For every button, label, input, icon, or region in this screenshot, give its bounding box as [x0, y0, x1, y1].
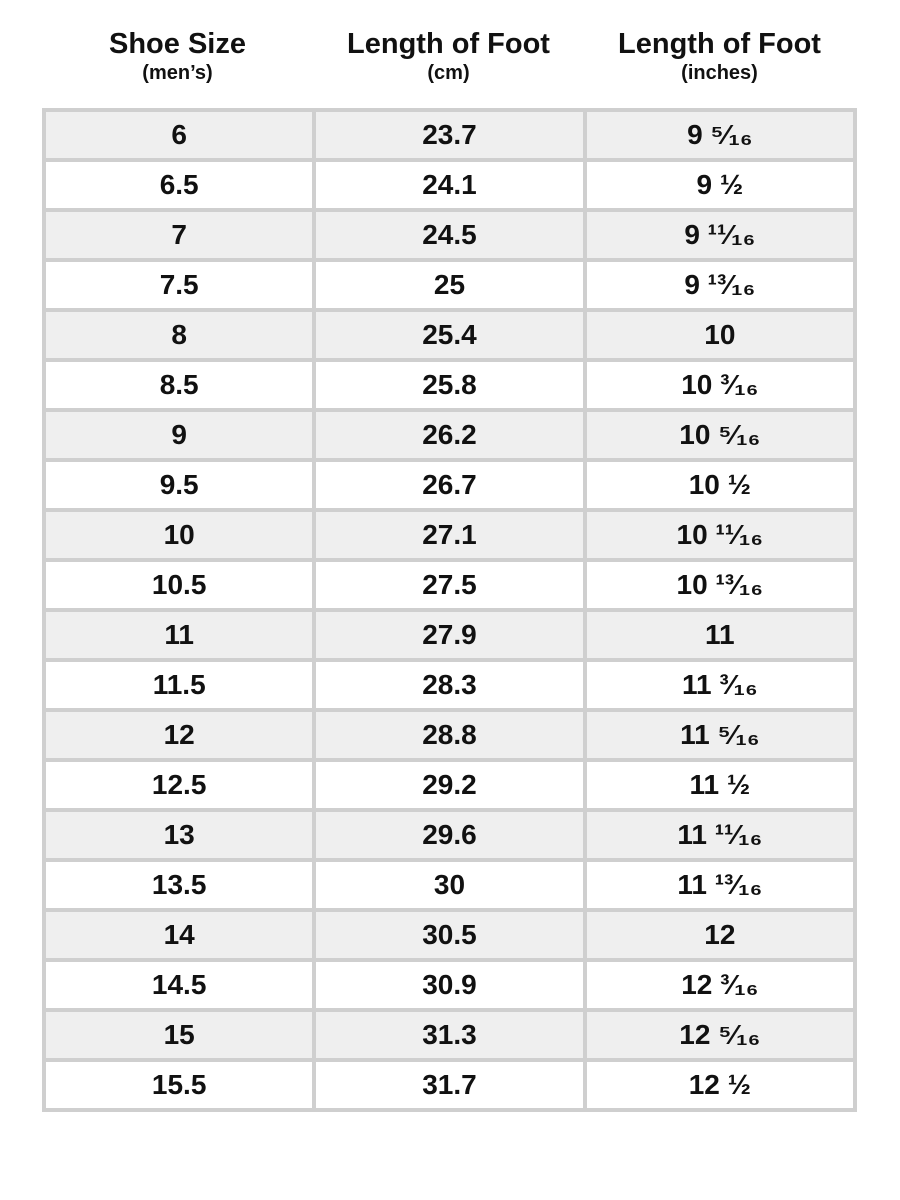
table-row: 10.5 27.5 10 ¹³⁄₁₆: [41, 558, 858, 612]
inches-cell: 12 ½: [582, 1058, 858, 1112]
cm-cell: 25.8: [312, 358, 587, 412]
table-row: 7.5 25 9 ¹³⁄₁₆: [41, 258, 858, 312]
column-unit: (inches): [681, 62, 758, 84]
shoe-size-cell: 8.5: [41, 358, 317, 412]
inches-cell: 10 ³⁄₁₆: [582, 358, 858, 412]
inches-cell: 12: [582, 908, 858, 962]
shoe-size-cell: 10: [41, 508, 317, 562]
shoe-size-cell: 13.5: [41, 858, 317, 912]
cm-cell: 30.5: [312, 908, 587, 962]
table-row: 15.5 31.7 12 ½: [41, 1058, 858, 1112]
inches-cell: 12 ³⁄₁₆: [582, 958, 858, 1012]
cm-cell: 26.7: [312, 458, 587, 512]
inches-cell: 11 ³⁄₁₆: [582, 658, 858, 712]
shoe-size-cell: 7: [41, 208, 317, 262]
inches-cell: 10 ½: [582, 458, 858, 512]
shoe-size-cell: 9: [41, 408, 317, 462]
shoe-size-cell: 13: [41, 808, 317, 862]
inches-cell: 9 ¹¹⁄₁₆: [582, 208, 858, 262]
inches-cell: 10 ⁵⁄₁₆: [582, 408, 858, 462]
inches-cell: 10: [582, 308, 858, 362]
shoe-size-cell: 14: [41, 908, 317, 962]
table-row: 7 24.5 9 ¹¹⁄₁₆: [41, 208, 858, 262]
cm-cell: 29.2: [312, 758, 587, 812]
inches-cell: 11 ¹¹⁄₁₆: [582, 808, 858, 862]
column-title: Length of Foot: [618, 28, 821, 60]
cm-cell: 30.9: [312, 958, 587, 1012]
cm-cell: 28.8: [312, 708, 587, 762]
shoe-size-cell: 11.5: [41, 658, 317, 712]
shoe-size-cell: 8: [41, 308, 317, 362]
table-row: 9 26.2 10 ⁵⁄₁₆: [41, 408, 858, 462]
cm-cell: 31.3: [312, 1008, 587, 1062]
cm-cell: 27.5: [312, 558, 587, 612]
shoe-size-cell: 15.5: [41, 1058, 317, 1112]
table-row: 12.5 29.2 11 ½: [41, 758, 858, 812]
column-header: Shoe Size (men’s): [42, 26, 313, 84]
table-row: 10 27.1 10 ¹¹⁄₁₆: [41, 508, 858, 562]
cm-cell: 29.6: [312, 808, 587, 862]
shoe-size-cell: 6.5: [41, 158, 317, 212]
inches-cell: 10 ¹³⁄₁₆: [582, 558, 858, 612]
column-unit: (cm): [427, 62, 470, 84]
table-row: 12 28.8 11 ⁵⁄₁₆: [41, 708, 858, 762]
cm-cell: 27.1: [312, 508, 587, 562]
column-header: Length of Foot (inches): [584, 26, 855, 84]
inches-cell: 9 ⁵⁄₁₆: [582, 108, 858, 162]
cm-cell: 26.2: [312, 408, 587, 462]
inches-cell: 11 ½: [582, 758, 858, 812]
column-unit: (men’s): [142, 62, 213, 84]
shoe-size-cell: 12.5: [41, 758, 317, 812]
cm-cell: 24.5: [312, 208, 587, 262]
shoe-size-cell: 12: [41, 708, 317, 762]
shoe-size-cell: 14.5: [41, 958, 317, 1012]
table-row: 11.5 28.3 11 ³⁄₁₆: [41, 658, 858, 712]
shoe-size-cell: 10.5: [41, 558, 317, 612]
shoe-size-cell: 11: [41, 608, 317, 662]
inches-cell: 11 ⁵⁄₁₆: [582, 708, 858, 762]
inches-cell: 10 ¹¹⁄₁₆: [582, 508, 858, 562]
table-row: 13.5 30 11 ¹³⁄₁₆: [41, 858, 858, 912]
inches-cell: 9 ½: [582, 158, 858, 212]
cm-cell: 25.4: [312, 308, 587, 362]
column-header: Length of Foot (cm): [313, 26, 584, 84]
table-row: 13 29.6 11 ¹¹⁄₁₆: [41, 808, 858, 862]
cm-cell: 28.3: [312, 658, 587, 712]
inches-cell: 11: [582, 608, 858, 662]
inches-cell: 12 ⁵⁄₁₆: [582, 1008, 858, 1062]
shoe-size-table: 6 23.7 9 ⁵⁄₁₆ 6.5 24.1 9 ½ 7 24.5 9 ¹¹⁄₁₆ 7.5 25 9 …: [41, 108, 858, 1112]
cm-cell: 27.9: [312, 608, 587, 662]
table-row: 15 31.3 12 ⁵⁄₁₆: [41, 1008, 858, 1062]
shoe-size-cell: 6: [41, 108, 317, 162]
cm-cell: 30: [312, 858, 587, 912]
shoe-size-cell: 9.5: [41, 458, 317, 512]
cm-cell: 25: [312, 258, 587, 312]
table-row: 8.5 25.8 10 ³⁄₁₆: [41, 358, 858, 412]
table-row: 6 23.7 9 ⁵⁄₁₆: [41, 108, 858, 162]
column-title: Length of Foot: [347, 28, 550, 60]
table-row: 6.5 24.1 9 ½: [41, 158, 858, 212]
inches-cell: 11 ¹³⁄₁₆: [582, 858, 858, 912]
column-title: Shoe Size: [109, 28, 246, 60]
shoe-size-cell: 15: [41, 1008, 317, 1062]
cm-cell: 24.1: [312, 158, 587, 212]
table-row: 8 25.4 10: [41, 308, 858, 362]
shoe-size-cell: 7.5: [41, 258, 317, 312]
cm-cell: 31.7: [312, 1058, 587, 1112]
table-header: Shoe Size (men’s) Length of Foot (cm) Length…: [42, 26, 857, 84]
cm-cell: 23.7: [312, 108, 587, 162]
table-row: 14.5 30.9 12 ³⁄₁₆: [41, 958, 858, 1012]
inches-cell: 9 ¹³⁄₁₆: [582, 258, 858, 312]
table-row: 11 27.9 11: [41, 608, 858, 662]
table-row: 14 30.5 12: [41, 908, 858, 962]
table-row: 9.5 26.7 10 ½: [41, 458, 858, 512]
